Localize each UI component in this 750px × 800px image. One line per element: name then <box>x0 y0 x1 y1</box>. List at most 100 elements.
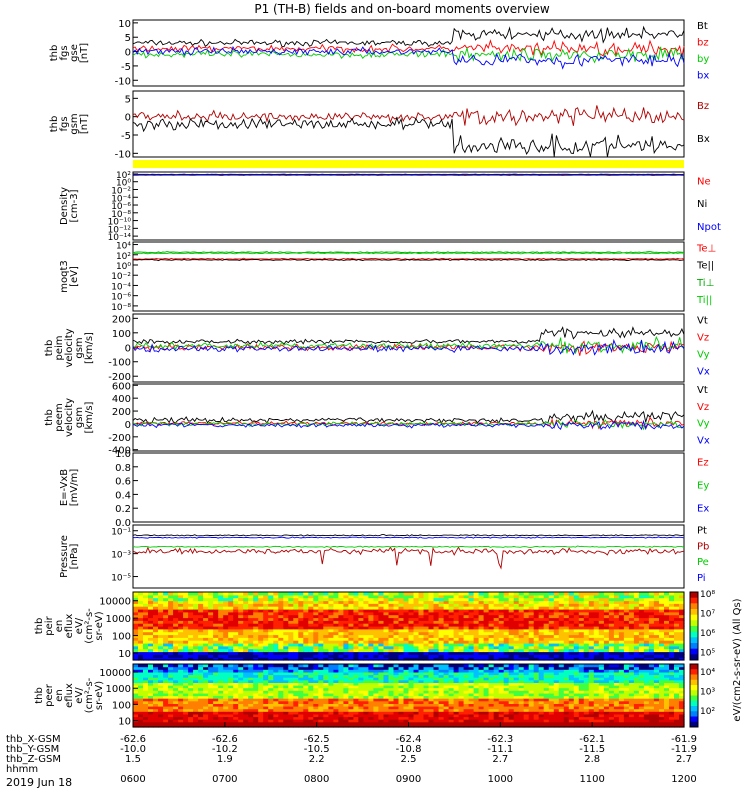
spec-cell <box>218 716 224 720</box>
spec-cell <box>583 631 590 636</box>
spec-cell <box>363 679 369 683</box>
spec-cell <box>223 654 229 658</box>
spec-cell <box>318 597 324 602</box>
spec-cell <box>438 654 445 658</box>
spec-cell <box>618 643 625 647</box>
spec-cell <box>453 631 460 636</box>
spec-cell <box>483 721 490 725</box>
spec-cell <box>433 603 440 607</box>
spec-cell <box>328 692 334 697</box>
spec-cell <box>403 713 410 718</box>
spec-cell <box>228 700 234 704</box>
spec-cell <box>208 637 214 641</box>
spec-cell <box>473 677 480 681</box>
spec-cell <box>228 606 234 610</box>
spec-cell <box>183 695 189 699</box>
spec-cell <box>618 648 625 653</box>
spec-cell <box>563 617 570 621</box>
spec-cell <box>393 643 400 647</box>
spec-cell <box>563 631 570 636</box>
spec-cell <box>613 614 620 619</box>
spec-cell <box>308 687 314 691</box>
spec-cell <box>303 606 309 610</box>
spec-cell <box>383 677 390 681</box>
spec-cell <box>203 719 209 723</box>
spec-cell <box>238 719 244 723</box>
spec-cell <box>238 631 244 636</box>
spec-cell <box>593 643 600 647</box>
spec-cell <box>228 685 234 689</box>
spec-cell <box>308 682 314 686</box>
spec-cell <box>623 606 630 610</box>
spec-cell <box>188 719 194 723</box>
spec-cell <box>173 626 179 630</box>
spec-cell <box>659 637 665 641</box>
spec-cell <box>323 654 329 658</box>
spec-cell <box>553 654 560 658</box>
spec-cell <box>203 721 209 725</box>
spec-cell <box>248 700 254 704</box>
spec-cell <box>138 637 144 641</box>
spec-cell <box>383 626 390 630</box>
spec-cell <box>493 706 500 710</box>
spec-cell <box>323 611 329 616</box>
spec-cell <box>158 698 164 702</box>
spec-cell <box>573 640 580 644</box>
spec-cell <box>608 631 615 636</box>
spec-cell <box>433 648 440 653</box>
spec-cell <box>343 685 349 689</box>
spec-cell <box>363 651 369 655</box>
spec-cell <box>603 609 610 613</box>
spec-cell <box>333 648 339 653</box>
spec-cell <box>458 666 465 670</box>
spec-cell <box>563 637 570 641</box>
spec-cell <box>488 674 495 678</box>
y-axis-label: gsm <box>74 337 85 358</box>
spec-cell <box>523 695 530 699</box>
spec-cell <box>598 606 605 610</box>
spec-cell <box>173 692 179 697</box>
spec-cell <box>303 713 309 718</box>
spec-cell <box>348 603 354 607</box>
spec-cell <box>168 711 174 715</box>
spec-cell <box>428 716 435 720</box>
spec-cell <box>508 692 515 697</box>
spec-cell <box>438 724 445 728</box>
spec-cell <box>323 682 329 686</box>
spec-cell <box>343 674 349 678</box>
spec-cell <box>648 626 655 630</box>
spec-cell <box>318 690 324 694</box>
spec-cell <box>258 620 264 624</box>
spec-cell <box>153 666 159 670</box>
spec-cell <box>243 600 249 604</box>
spec-cell <box>168 685 174 689</box>
spec-cell <box>263 645 269 650</box>
spec-cell <box>633 634 640 638</box>
spec-cell <box>388 687 395 691</box>
spec-cell <box>468 721 475 725</box>
spec-cell <box>483 654 490 658</box>
spec-cell <box>243 651 249 655</box>
spec-cell <box>483 603 490 607</box>
spec-cell <box>518 716 525 720</box>
spec-cell <box>493 682 500 686</box>
spec-cell <box>553 708 560 712</box>
spec-cell <box>568 692 575 697</box>
spec-cell <box>418 657 425 661</box>
spec-cell <box>478 664 485 668</box>
spec-cell <box>253 724 259 728</box>
spec-cell <box>568 711 575 715</box>
spec-cell <box>268 628 274 633</box>
spec-cell <box>383 719 390 723</box>
spec-cell <box>578 631 585 636</box>
spec-cell <box>653 654 660 658</box>
spec-cell <box>363 592 369 596</box>
spec-cell <box>143 687 149 691</box>
spec-cell <box>358 703 364 707</box>
spec-cell <box>273 637 279 641</box>
spec-cell <box>674 651 680 655</box>
spec-cell <box>638 648 645 653</box>
spec-cell <box>363 671 369 676</box>
spec-cell <box>163 645 169 650</box>
spec-cell <box>143 620 149 624</box>
